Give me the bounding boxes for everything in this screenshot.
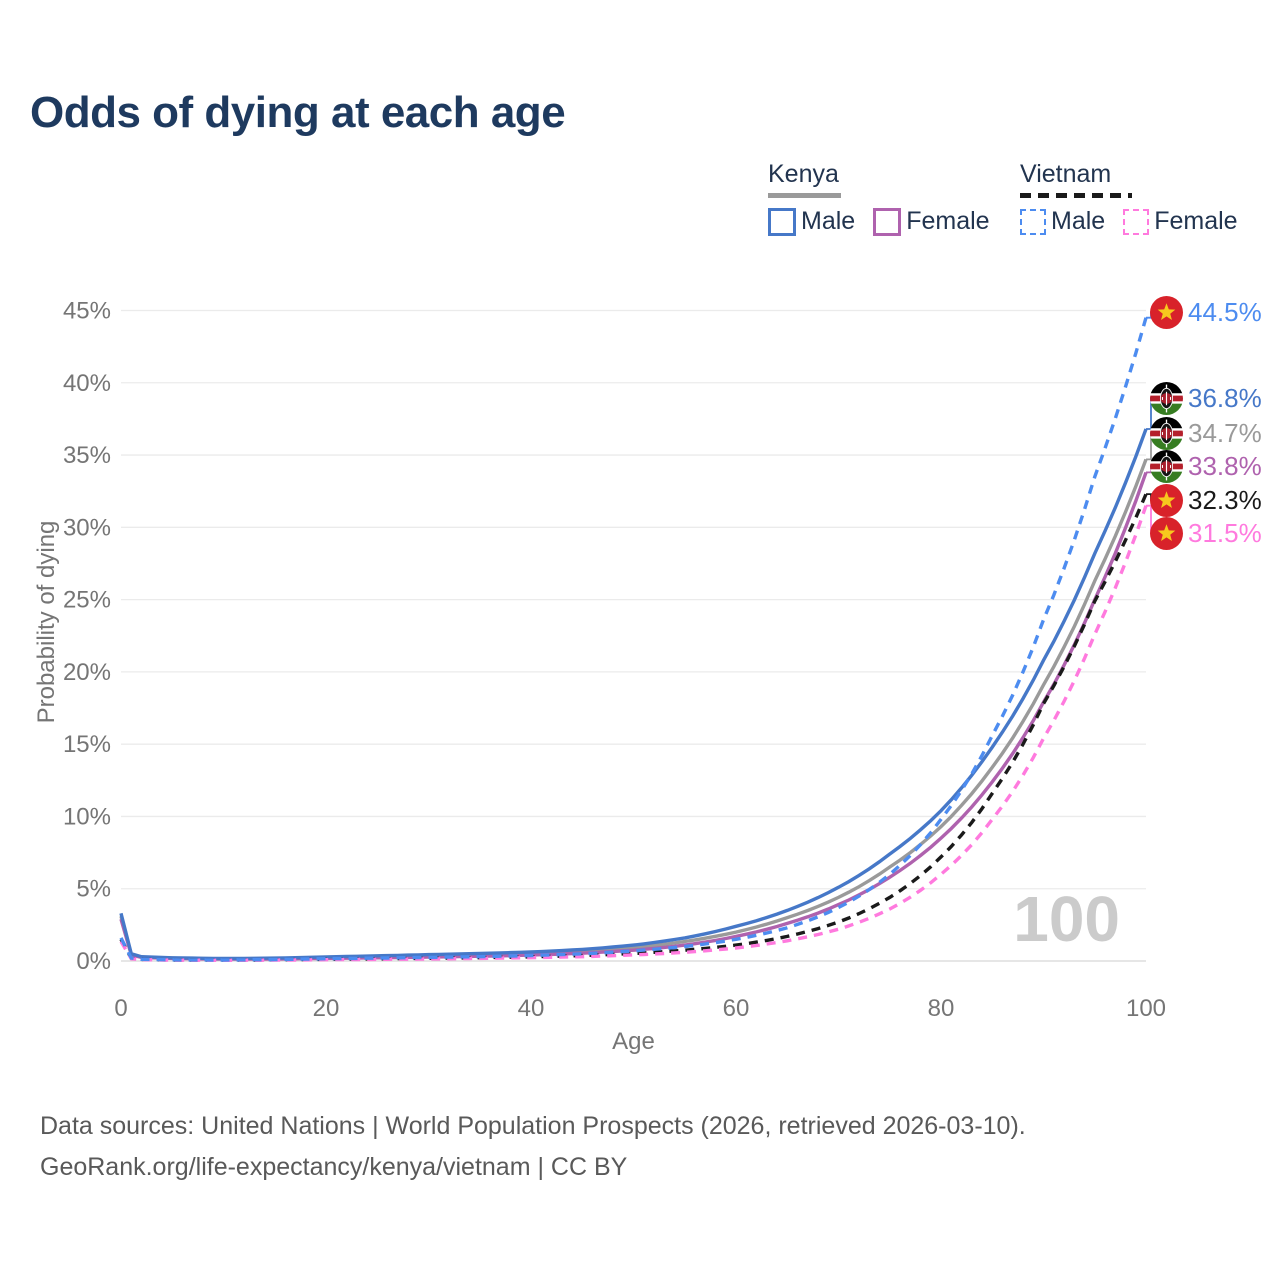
legend-country-kenya: Kenya	[768, 160, 839, 188]
x-tick-40: 40	[518, 995, 545, 1022]
end-label-vietnam-male: 44.5%	[1150, 295, 1262, 329]
legend-label-vietnam-male: Male	[1051, 207, 1106, 235]
footer-data-sources: Data sources: United Nations | World Pop…	[40, 1112, 1026, 1140]
x-tick-60: 60	[723, 995, 750, 1022]
end-label-vietnam-total: 32.3%	[1150, 483, 1262, 517]
kenya-flag-icon	[1150, 449, 1183, 483]
legend-item-vietnam-female[interactable]: Female	[1123, 207, 1238, 236]
legend-label-kenya-male: Male	[801, 207, 856, 235]
y-tick-25%: 25%	[63, 587, 111, 614]
y-tick-40%: 40%	[63, 370, 111, 397]
x-tick-80: 80	[928, 995, 955, 1022]
y-tick-10%: 10%	[63, 803, 111, 830]
legend-country-vietnam: Vietnam	[1020, 160, 1112, 188]
legend-item-kenya-male[interactable]: Male	[768, 207, 855, 236]
footer: Data sources: United Nations | World Pop…	[40, 1106, 1026, 1189]
x-tick-0: 0	[114, 995, 127, 1022]
vietnam-flag-icon	[1150, 295, 1183, 329]
vietnam-flag-icon	[1150, 483, 1183, 517]
series-line-vietnam-male[interactable]	[119, 317, 1148, 962]
vietnam-female-swatch-icon	[1123, 208, 1150, 235]
y-tick-45%: 45%	[63, 298, 111, 325]
series-line-vietnam-total[interactable]	[119, 493, 1148, 962]
age-watermark: 100	[1013, 883, 1120, 955]
legend-label-kenya-female: Female	[906, 207, 990, 235]
kenya-flag-icon	[1150, 416, 1183, 450]
legend-group-vietnam: Vietnam Male Female	[1020, 160, 1238, 236]
end-label-kenya-male: 36.8%	[1150, 381, 1262, 415]
end-label-value-kenya-total: 34.7%	[1188, 417, 1262, 448]
legend-label-vietnam-female: Female	[1154, 207, 1238, 235]
chart-title: Odds of dying at each age	[30, 88, 566, 137]
y-tick-35%: 35%	[63, 442, 111, 469]
x-tick-100: 100	[1126, 995, 1166, 1022]
y-axis-title: Probability of dying	[33, 520, 60, 724]
y-tick-5%: 5%	[76, 876, 111, 903]
end-label-kenya-female: 33.8%	[1150, 449, 1262, 483]
end-label-value-vietnam-total: 32.3%	[1188, 484, 1262, 515]
vietnam-line-style-swatch	[1020, 193, 1132, 198]
end-label-value-kenya-male: 36.8%	[1188, 382, 1262, 413]
end-label-value-vietnam-female: 31.5%	[1188, 517, 1262, 548]
end-label-vietnam-female: 31.5%	[1150, 516, 1262, 550]
series-line-kenya-female[interactable]	[119, 471, 1148, 961]
kenya-line-style-swatch	[768, 193, 841, 198]
y-tick-30%: 30%	[63, 514, 111, 541]
legend-group-kenya: Kenya Male Female	[768, 160, 990, 236]
end-label-value-kenya-female: 33.8%	[1188, 450, 1262, 481]
end-label-kenya-total: 34.7%	[1150, 416, 1262, 450]
series-line-vietnam-female[interactable]	[119, 505, 1148, 962]
y-tick-20%: 20%	[63, 659, 111, 686]
kenya-flag-icon	[1150, 381, 1183, 415]
end-label-value-vietnam-male: 44.5%	[1188, 296, 1262, 327]
kenya-female-swatch-icon	[873, 207, 902, 236]
vietnam-flag-icon	[1150, 516, 1183, 550]
series-line-kenya-total[interactable]	[119, 458, 1148, 961]
footer-attribution: GeoRank.org/life-expectancy/kenya/vietna…	[40, 1153, 628, 1182]
y-tick-15%: 15%	[63, 731, 111, 758]
x-tick-20: 20	[313, 995, 340, 1022]
y-tick-0%: 0%	[76, 948, 111, 975]
series-line-kenya-male[interactable]	[119, 428, 1148, 961]
legend-item-vietnam-male[interactable]: Male	[1020, 207, 1105, 236]
vietnam-male-swatch-icon	[1020, 208, 1046, 235]
x-axis-title: Age	[612, 1028, 655, 1055]
kenya-male-swatch-icon	[768, 207, 796, 236]
legend-item-kenya-female[interactable]: Female	[873, 207, 990, 236]
